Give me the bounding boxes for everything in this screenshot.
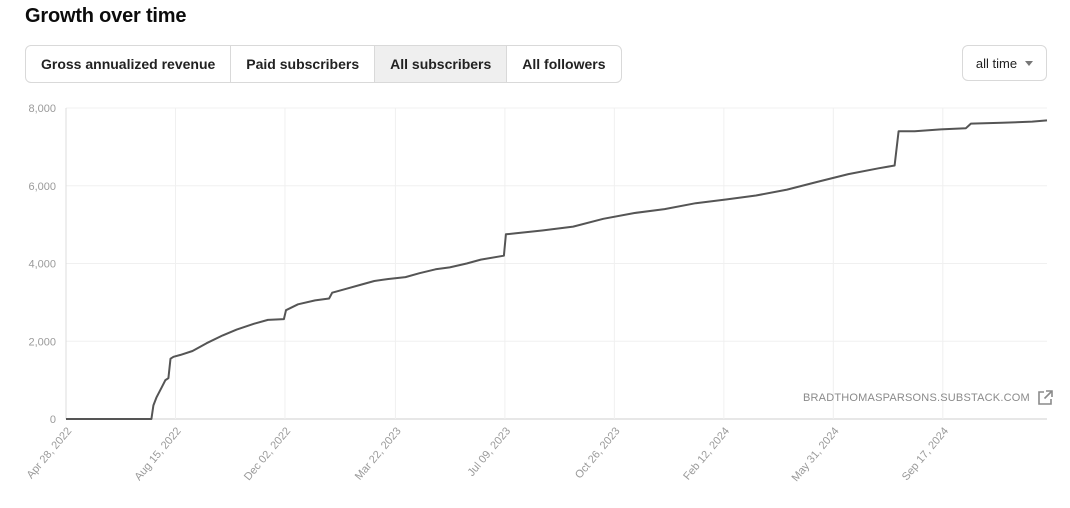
x-tick-label: Dec 02, 2022 xyxy=(242,425,293,483)
time-range-value: all time xyxy=(975,55,1018,71)
tab-gross-annualized-revenue[interactable]: Gross annualized revenue xyxy=(26,46,232,82)
y-tick-label: 6,000 xyxy=(28,181,56,193)
x-tick-label: Feb 12, 2024 xyxy=(681,425,732,482)
growth-chart: 0 2,000 4,000 6,000 8,000 Apr 28, 2022 Aug 15,… xyxy=(25,103,1048,484)
series-line xyxy=(66,119,1048,420)
watermark-text: BRADTHOMASPARSONS.SUBSTACK.COM xyxy=(803,392,1030,404)
y-tick-label: 4,000 xyxy=(28,259,56,271)
x-tick-label: Jul 09, 2023 xyxy=(465,425,513,479)
x-tick-label: Apr 28, 2022 xyxy=(25,425,75,481)
y-tick-label: 0 xyxy=(50,414,56,426)
watermark-link[interactable]: BRADTHOMASPARSONS.SUBSTACK.COM xyxy=(803,389,1054,407)
tab-paid-subscribers[interactable]: Paid subscribers xyxy=(231,46,376,82)
external-link-icon xyxy=(1038,390,1053,405)
y-tick-label: 2,000 xyxy=(28,336,56,348)
x-tick-label: May 31, 2024 xyxy=(790,425,842,484)
x-tick-label: Aug 15, 2022 xyxy=(133,425,184,483)
x-tick-label: Mar 22, 2023 xyxy=(353,425,404,482)
x-tick-label: Sep 17, 2024 xyxy=(900,425,951,483)
x-tick-label: Oct 26, 2023 xyxy=(573,425,623,481)
tab-all-subscribers[interactable]: All subscribers xyxy=(375,46,508,82)
page-title: Growth over time xyxy=(25,5,187,27)
time-range-select[interactable]: all time xyxy=(962,45,1047,81)
chevron-down-icon xyxy=(1025,60,1034,66)
metric-tabs: Gross annualized revenue Paid subscriber… xyxy=(25,45,622,83)
tab-all-followers[interactable]: All followers xyxy=(522,56,606,72)
y-tick-label: 8,000 xyxy=(28,103,56,115)
